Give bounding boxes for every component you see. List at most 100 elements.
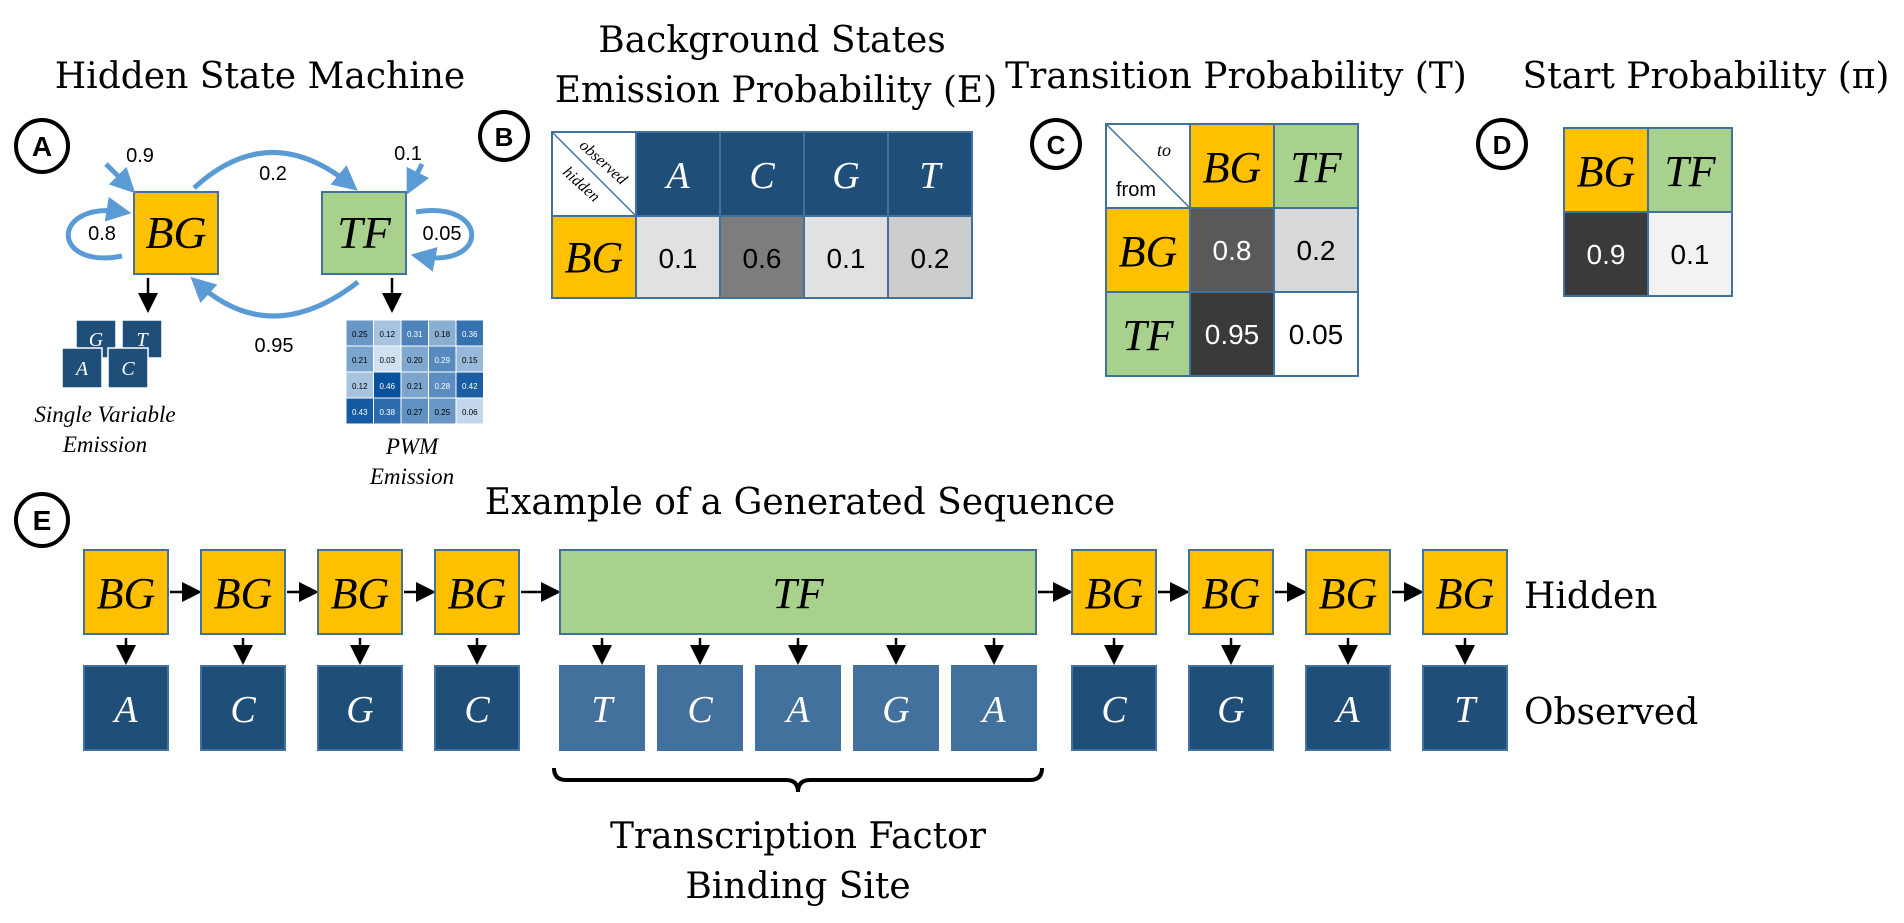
arrow-tf-to-bg — [190, 276, 360, 319]
observed-symbol — [951, 665, 1037, 751]
prob-start-bg: 0.9 — [126, 145, 154, 167]
hidden-state-bg-label: BG — [1202, 569, 1261, 618]
emission-cell-value: 0.2 — [911, 243, 950, 274]
panel-b-title-1: Background States — [598, 20, 946, 61]
panel-a: A Hidden State Machine BG TF 0.9 0.1 0.2… — [14, 56, 484, 489]
hidden-state-bg — [1071, 549, 1157, 635]
pwm-cell-value: 0.29 — [434, 356, 450, 365]
hidden-state-tf-label: TF — [772, 569, 824, 618]
hidden-state-bg-label: BG — [1319, 569, 1378, 618]
observed-symbol — [657, 665, 743, 751]
emission-cell — [887, 215, 973, 299]
pwm-cell-value: 0.27 — [407, 408, 423, 417]
pwm-cell-value: 0.20 — [407, 356, 423, 365]
prob-tf-bg: 0.95 — [255, 335, 294, 357]
self-loop-bg — [65, 196, 132, 261]
start-col-label: TF — [1664, 147, 1716, 196]
pwm-cell-value: 0.25 — [434, 408, 450, 417]
transition-table: BG TF BG 0.8 0.2 TF 0.95 0.05 — [1105, 123, 1359, 377]
hidden-state-bg-label: BG — [448, 569, 507, 618]
observed-symbol — [1422, 665, 1508, 751]
transition-cell-value: 0.95 — [1205, 319, 1260, 350]
binding-site-brace — [552, 767, 1044, 793]
mini-letter-t: T — [136, 329, 149, 351]
observed-symbol-label: T — [1454, 689, 1478, 731]
hidden-state-bg-label: BG — [1436, 569, 1495, 618]
observed-symbol — [200, 665, 286, 751]
hidden-state-bg-label: BG — [331, 569, 390, 618]
transition-cell — [1189, 291, 1275, 377]
panel-d-badge — [1476, 118, 1528, 170]
panel-b-badge — [478, 110, 530, 162]
observed-symbol — [1305, 665, 1391, 751]
emission-table: A 0.1 C 0.6 G 0.1 T 0.2 — [635, 131, 973, 299]
pwm-cell-value: 0.03 — [379, 356, 395, 365]
observed-symbol-label: T — [591, 689, 615, 731]
panel-a-title: Hidden State Machine — [55, 56, 465, 97]
pwm-cell-value: 0.15 — [462, 356, 478, 365]
observed-symbol-label: A — [111, 689, 138, 731]
pwm-cell — [455, 319, 484, 347]
start-col-label: BG — [1577, 147, 1636, 196]
transition-col-label: BG — [1203, 143, 1262, 192]
start-cell-value: 0.9 — [1587, 239, 1626, 270]
hidden-state-bg — [1422, 549, 1508, 635]
transition-corner-top: to — [1157, 140, 1171, 160]
mini-letter-c: C — [121, 358, 135, 380]
transition-cell-value: 0.8 — [1213, 235, 1252, 266]
mini-letter-a: A — [74, 358, 89, 380]
single-caption-1: Single Variable — [34, 402, 175, 427]
observed-symbol — [755, 665, 841, 751]
panel-e-label: E — [33, 505, 52, 536]
panel-c-badge — [1030, 118, 1082, 170]
pwm-cell-value: 0.06 — [462, 408, 478, 417]
observed-symbol-label: C — [687, 689, 713, 731]
pwm-cell-value: 0.12 — [379, 330, 395, 339]
transition-row-label: BG — [1119, 227, 1178, 276]
panel-d: D Start Probability (π) BG 0.9 TF 0.1 — [1476, 56, 1889, 297]
pwm-cell — [428, 319, 457, 347]
prob-start-tf: 0.1 — [394, 143, 422, 165]
pwm-cell — [373, 345, 402, 373]
observed-symbol-label: A — [1333, 689, 1360, 731]
emission-col-label: C — [749, 155, 775, 197]
observed-symbol — [559, 665, 645, 751]
panel-e-title: Example of a Generated Sequence — [485, 482, 1115, 523]
pwm-cell-value: 0.42 — [462, 382, 478, 391]
pwm-cell-value: 0.21 — [352, 356, 368, 365]
panel-d-label: D — [1493, 130, 1512, 160]
observed-symbol — [83, 665, 169, 751]
emission-col-label: A — [663, 155, 690, 197]
hidden-row-label: Hidden — [1524, 576, 1658, 617]
emission-cell — [719, 215, 805, 299]
transition-cell-value: 0.05 — [1289, 319, 1344, 350]
observed-symbol-label: G — [1217, 689, 1244, 731]
start-table: BG 0.9 TF 0.1 — [1563, 127, 1733, 297]
start-col-header — [1563, 127, 1649, 213]
pwm-cell — [373, 371, 402, 399]
start-cell — [1563, 211, 1649, 297]
pwm-cell-value: 0.28 — [434, 382, 450, 391]
self-loop-tf — [410, 208, 475, 272]
observed-symbol — [853, 665, 939, 751]
pwm-cell-value: 0.21 — [407, 382, 423, 391]
pwm-caption-2: Emission — [369, 464, 454, 489]
panel-c: C Transition Probability (T) to from BG T… — [1005, 56, 1467, 377]
panel-e-badge — [14, 492, 70, 548]
pwm-caption-1: PWM — [385, 434, 440, 459]
hidden-state-bg — [200, 549, 286, 635]
pwm-cell — [455, 397, 484, 425]
single-caption-2: Emission — [62, 432, 147, 457]
sequence-diagram: BG A BG C BG G BG C TF T C A G A BG C BG G BG A BG T — [83, 549, 1508, 751]
prob-bg-bg: 0.8 — [88, 223, 116, 245]
panel-b-label: B — [495, 122, 514, 152]
pwm-cell — [428, 397, 457, 425]
panel-a-label: A — [32, 131, 52, 162]
emission-col-header — [719, 131, 805, 217]
single-emission-icon: G T A C — [61, 319, 163, 389]
transition-cell — [1273, 291, 1359, 377]
start-cell-value: 0.1 — [1671, 239, 1710, 270]
observed-symbol-label: C — [230, 689, 256, 731]
hidden-state-bg — [1188, 549, 1274, 635]
prob-tf-tf: 0.05 — [423, 223, 462, 245]
